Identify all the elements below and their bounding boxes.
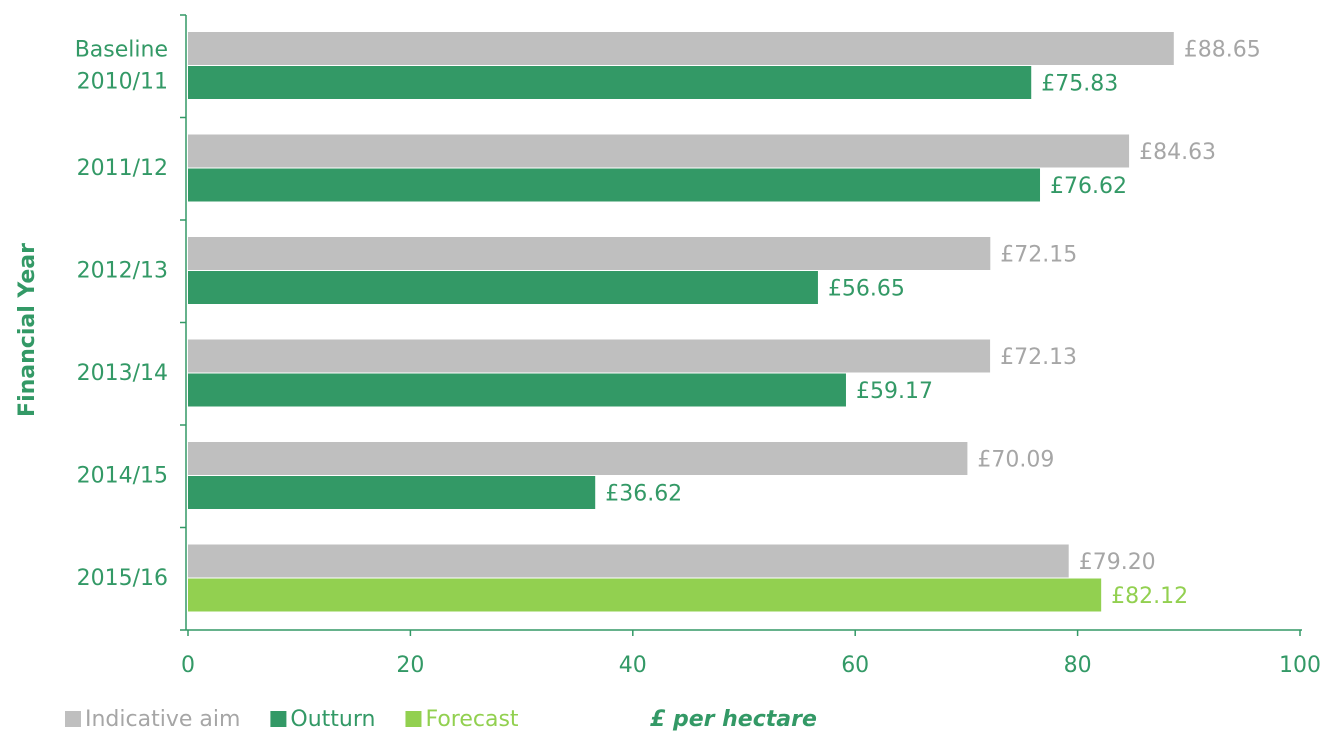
value-label: £79.20 [1079,550,1156,575]
value-label: £59.17 [856,379,933,404]
legend-swatch [405,711,422,727]
bar [188,168,1041,202]
y-tick-label: 2014/15 [77,463,168,488]
value-label: £56.65 [828,277,905,302]
bar [188,66,1032,99]
bar [188,237,991,270]
x-axis-title: £ per hectare [650,707,817,732]
x-tick-label: 20 [396,653,424,678]
value-label: £72.15 [1000,243,1077,268]
x-tick-label: 60 [841,653,869,678]
value-label: £36.62 [605,482,682,507]
bar [188,339,991,373]
legend-label: Indicative aim [85,707,240,732]
bar [188,476,596,509]
bar [188,578,1102,612]
bar [188,544,1069,578]
legend-swatch [65,711,81,727]
x-tick-label: 0 [181,653,195,678]
y-tick-label: 2013/14 [77,361,168,386]
bar [188,32,1174,65]
bar [188,134,1130,168]
value-label: £84.63 [1139,140,1216,165]
bar [188,373,846,407]
value-label: £88.65 [1184,38,1261,63]
value-label: £70.09 [977,448,1054,473]
bar [188,271,818,304]
value-label: £76.62 [1050,174,1127,199]
y-tick-label: 2011/12 [77,156,168,181]
y-tick-label: 2012/13 [77,258,168,283]
legend-swatch [270,711,287,727]
value-label: £82.12 [1111,584,1188,609]
y-tick-label: Baseline 2010/11 [75,37,168,94]
x-tick-label: 100 [1279,653,1321,678]
legend-label: Outturn [290,707,375,732]
value-label: £72.13 [1000,345,1077,370]
bar [188,442,968,475]
y-tick-label: 2015/16 [77,566,168,591]
value-label: £75.83 [1041,72,1118,97]
y-axis-title: Financial Year [15,243,40,417]
x-tick-label: 40 [619,653,647,678]
legend-label: Forecast [425,707,518,732]
x-tick-label: 80 [1064,653,1092,678]
